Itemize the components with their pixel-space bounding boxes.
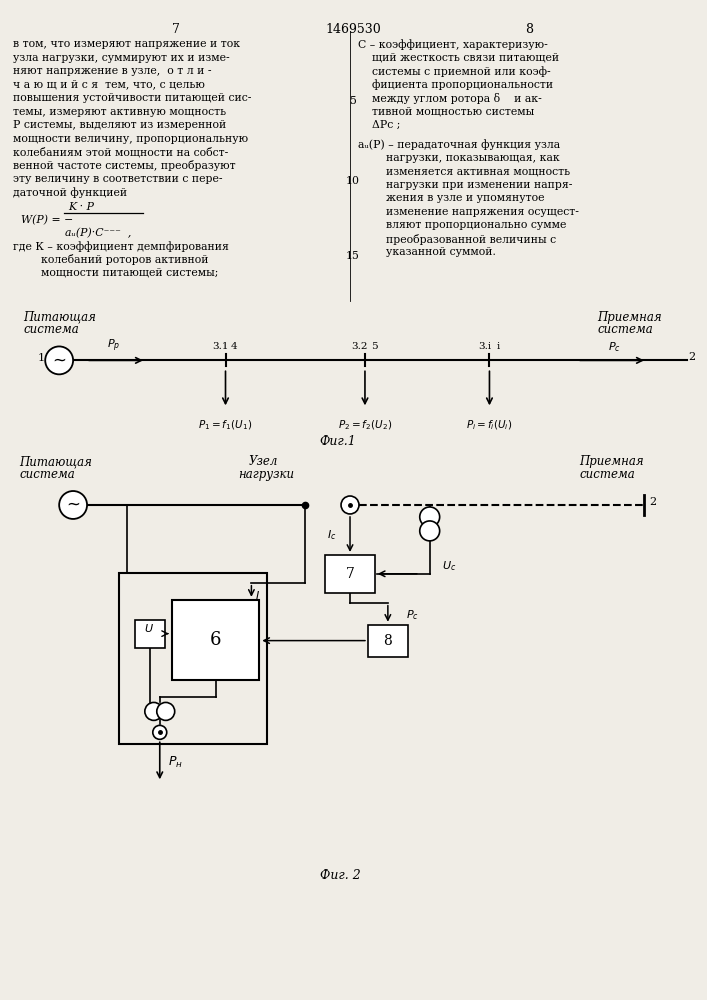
Text: 2: 2	[689, 352, 696, 362]
Text: система: система	[579, 468, 635, 481]
Text: Фиг.1: Фиг.1	[320, 435, 356, 448]
Text: нагрузки: нагрузки	[238, 468, 295, 481]
Text: aᵤ(P)·C⁻⁻⁻  ,: aᵤ(P)·C⁻⁻⁻ ,	[65, 228, 132, 238]
Bar	[325, 555, 375, 593]
Text: мощности величину, пропорциональную: мощности величину, пропорциональную	[13, 134, 248, 144]
Text: Приемная: Приемная	[579, 455, 644, 468]
Text: 1: 1	[38, 353, 45, 363]
Text: 5: 5	[370, 342, 378, 351]
Text: 3.2: 3.2	[351, 342, 368, 351]
Text: колебаний роторов активной: колебаний роторов активной	[13, 254, 209, 265]
Text: $P_i=f_i(U_i)$: $P_i=f_i(U_i)$	[467, 418, 513, 432]
Text: 1469530: 1469530	[325, 23, 381, 36]
Text: 8: 8	[383, 634, 392, 648]
Text: система: система	[597, 323, 653, 336]
Text: 7: 7	[346, 567, 354, 581]
Text: 5: 5	[349, 96, 356, 106]
Text: 6: 6	[210, 631, 221, 649]
Text: 3.1: 3.1	[212, 342, 229, 351]
Circle shape	[45, 346, 73, 374]
Text: 15: 15	[346, 251, 360, 261]
Text: тивной мощностью системы: тивной мощностью системы	[358, 107, 534, 117]
Bar	[368, 625, 408, 657]
Text: в том, что измеряют напряжение и ток: в том, что измеряют напряжение и ток	[13, 39, 240, 49]
Text: 4: 4	[231, 342, 238, 351]
Text: щий жесткость связи питающей: щий жесткость связи питающей	[358, 53, 559, 63]
Text: ч а ю щ и й с я  тем, что, с целью: ч а ю щ и й с я тем, что, с целью	[13, 80, 205, 90]
Text: Фиг. 2: Фиг. 2	[320, 869, 361, 882]
Text: ~: ~	[66, 496, 80, 514]
Text: $P_2=f_2(U_2)$: $P_2=f_2(U_2)$	[338, 418, 392, 432]
Text: темы, измеряют активную мощность: темы, измеряют активную мощность	[13, 107, 226, 117]
Text: Р системы, выделяют из измеренной: Р системы, выделяют из измеренной	[13, 120, 226, 130]
Text: 10: 10	[346, 176, 360, 186]
Text: даточной функцией: даточной функцией	[13, 187, 127, 198]
Text: $U$: $U$	[144, 622, 153, 634]
Circle shape	[420, 507, 440, 527]
Text: система: система	[23, 323, 79, 336]
Text: 2: 2	[649, 497, 656, 507]
Bar	[119, 573, 267, 744]
Text: W(P) = −: W(P) = −	[21, 215, 74, 225]
Text: $P_c$: $P_c$	[406, 608, 419, 622]
Bar	[172, 600, 259, 680]
Text: $U_c$: $U_c$	[442, 559, 456, 573]
Text: жения в узле и упомянутое: жения в узле и упомянутое	[358, 193, 544, 203]
Text: Питающая: Питающая	[19, 455, 92, 468]
Text: нагрузки, показывающая, как: нагрузки, показывающая, как	[358, 153, 560, 163]
Text: 3.i: 3.i	[478, 342, 491, 351]
Text: указанной суммой.: указанной суммой.	[358, 247, 496, 257]
Text: Приемная: Приемная	[597, 311, 662, 324]
Text: $P_c$: $P_c$	[607, 341, 621, 354]
Text: узла нагрузки, суммируют их и изме-: узла нагрузки, суммируют их и изме-	[13, 53, 230, 63]
Text: С – коэффициент, характеризую-: С – коэффициент, характеризую-	[358, 39, 548, 50]
Text: $I$: $I$	[255, 589, 260, 601]
Text: 8: 8	[525, 23, 533, 36]
Text: K · P: K · P	[68, 202, 94, 212]
Text: фициента пропорциональности: фициента пропорциональности	[358, 80, 553, 90]
Text: системы с приемной или коэф-: системы с приемной или коэф-	[358, 66, 551, 77]
Circle shape	[145, 702, 163, 720]
Text: где К – коэффициент демпфирования: где К – коэффициент демпфирования	[13, 241, 229, 252]
Text: i: i	[497, 342, 500, 351]
Text: изменение напряжения осущест-: изменение напряжения осущест-	[358, 207, 579, 217]
Text: $P_р$: $P_р$	[107, 338, 121, 354]
Text: $P_н$: $P_н$	[168, 755, 182, 770]
Text: эту величину в соответствии с пере-: эту величину в соответствии с пере-	[13, 174, 223, 184]
Text: aᵤ(P) – перадаточная функция узла: aᵤ(P) – перадаточная функция узла	[358, 140, 560, 150]
Text: система: система	[19, 468, 75, 481]
Text: вляют пропорционально сумме: вляют пропорционально сумме	[358, 220, 566, 230]
Text: преобразованной величины с: преобразованной величины с	[358, 234, 556, 245]
Circle shape	[341, 496, 359, 514]
Text: мощности питающей системы;: мощности питающей системы;	[13, 268, 218, 278]
Circle shape	[153, 725, 167, 739]
Circle shape	[157, 702, 175, 720]
Bar	[135, 620, 165, 648]
Text: $I_c$: $I_c$	[327, 528, 337, 542]
Text: 7: 7	[172, 23, 180, 36]
Text: между углом ротора δ    и ак-: между углом ротора δ и ак-	[358, 93, 542, 104]
Text: Узел: Узел	[248, 455, 278, 468]
Text: Питающая: Питающая	[23, 311, 96, 324]
Text: ΔPc ;: ΔPc ;	[358, 120, 400, 130]
Text: $P_1=f_1(U_1)$: $P_1=f_1(U_1)$	[199, 418, 252, 432]
Text: няют напряжение в узле,  о т л и -: няют напряжение в узле, о т л и -	[13, 66, 212, 76]
Text: венной частоте системы, преобразуют: венной частоте системы, преобразуют	[13, 160, 236, 171]
Text: изменяется активная мощность: изменяется активная мощность	[358, 166, 570, 176]
Text: повышения устойчивости питающей сис-: повышения устойчивости питающей сис-	[13, 93, 252, 103]
Text: колебаниям этой мощности на собст-: колебаниям этой мощности на собст-	[13, 147, 228, 157]
Text: нагрузки при изменении напря-: нагрузки при изменении напря-	[358, 180, 573, 190]
Circle shape	[420, 521, 440, 541]
Text: ~: ~	[52, 351, 66, 369]
Circle shape	[59, 491, 87, 519]
